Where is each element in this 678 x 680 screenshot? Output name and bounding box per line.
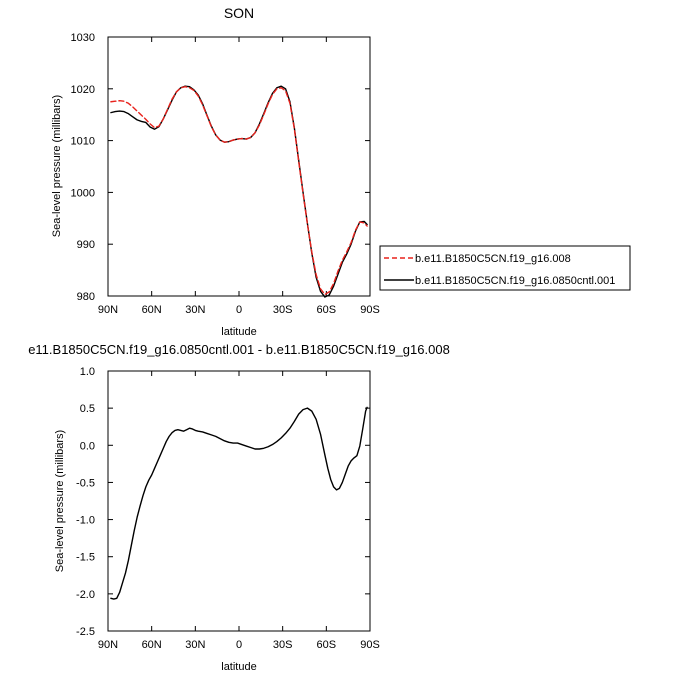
bottom-xtick-label: 90S [360,639,380,651]
top-xtick-label: 90N [98,304,118,316]
bottom-ytick-label: -2.5 [76,626,95,638]
bottom-series-line-0 [110,406,368,600]
bottom-plot-frame [107,370,371,632]
bottom-ytick-label: 1.0 [80,366,95,378]
bottom-xtick-label: 30S [273,639,293,651]
bottom-xtick-label: 60N [142,639,162,651]
bottom-ylabel: Sea-level pressure (millibars) [54,430,66,572]
top-ytick-label: 1010 [71,136,95,148]
legend-box [379,245,631,291]
top-xlabel: latitude [221,326,256,338]
top-xtick-label: 60S [317,304,337,316]
bottom-ytick-label: -0.5 [76,477,95,489]
top-ytick-label: 990 [77,239,95,251]
bottom-xlabel: latitude [221,661,256,673]
top-series-line-0 [110,86,368,296]
top-xtick-label: 30S [273,304,293,316]
top-panel: SON 90N 60N 30N 0 30S 60S 90S 980 990 1000 1010 102… [51,5,380,338]
top-ytick-label: 980 [77,291,95,303]
top-xtick-label: 60N [142,304,162,316]
top-ytick-label: 1000 [71,187,95,199]
bottom-ytick-label: 0.0 [80,440,95,452]
legend: b.e11.B1850C5CN.f19_g16.008 b.e11.B1850C… [379,245,631,291]
bottom-ytick-label: -1.5 [76,552,95,564]
top-plot-frame [107,36,371,297]
legend-label-series-1: b.e11.B1850C5CN.f19_g16.0850cntl.001 [415,275,615,287]
top-xtick-label: 90S [360,304,380,316]
top-ytick-label: 1030 [71,32,95,44]
top-xtick-label: 0 [236,304,242,316]
bottom-xtick-label: 60S [317,639,337,651]
bottom-title: e11.B1850C5CN.f19_g16.0850cntl.001 - b.e… [28,342,450,357]
top-xtick-label: 30N [185,304,205,316]
legend-label-series-0: b.e11.B1850C5CN.f19_g16.008 [415,253,571,265]
top-series-line-1 [110,85,368,298]
top-title: SON [224,5,254,21]
bottom-panel: e11.B1850C5CN.f19_g16.0850cntl.001 - b.e… [28,342,450,673]
bottom-ytick-label: -2.0 [76,589,95,601]
bottom-xtick-label: 90N [98,639,118,651]
bottom-ytick-label: 0.5 [80,403,95,415]
top-ylabel: Sea-level pressure (millibars) [51,95,63,237]
bottom-xtick-label: 0 [236,639,242,651]
bottom-xtick-label: 30N [185,639,205,651]
bottom-ytick-label: -1.0 [76,515,95,527]
top-ytick-label: 1020 [71,84,95,96]
